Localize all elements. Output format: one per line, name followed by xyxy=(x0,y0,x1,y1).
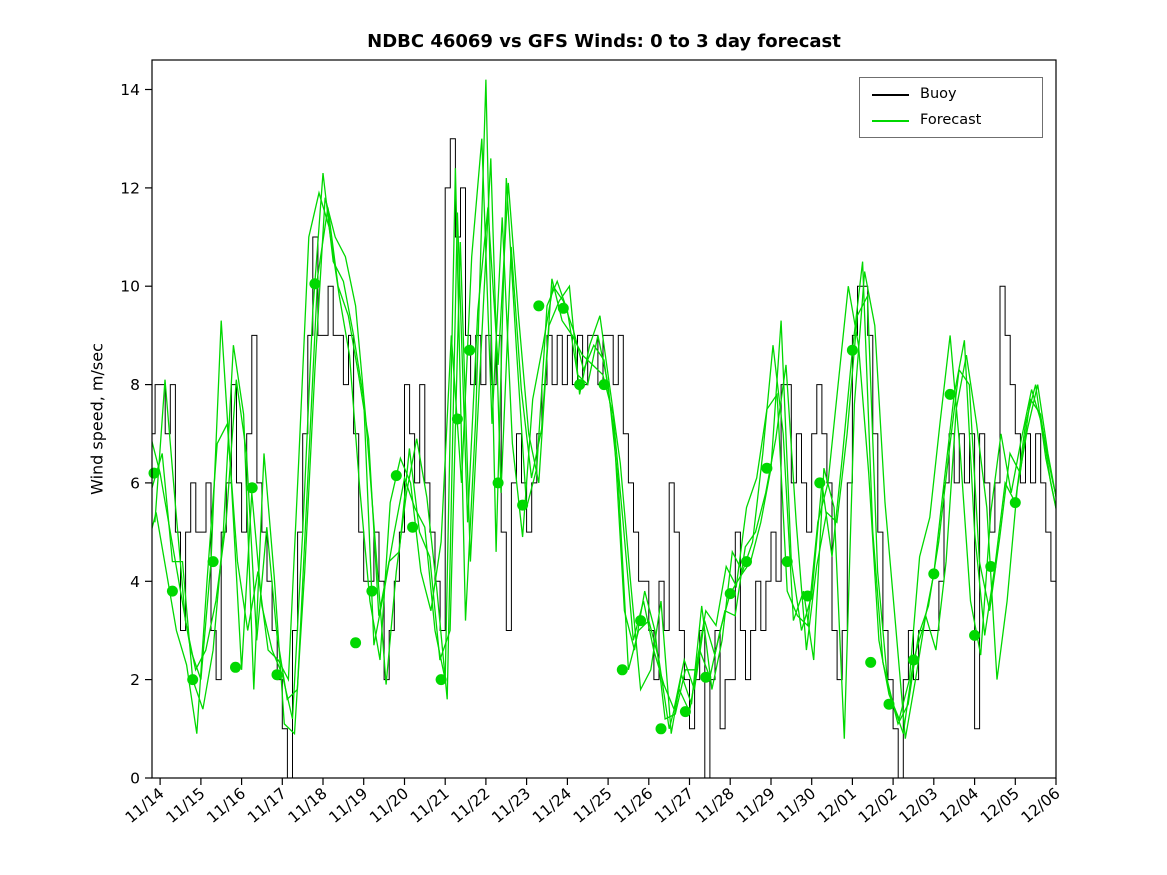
forecast-marker xyxy=(574,379,586,391)
x-tick-label: 12/02 xyxy=(855,784,901,827)
forecast-line xyxy=(152,79,1056,734)
forecast-marker xyxy=(802,590,814,602)
x-tick-label: 11/18 xyxy=(285,784,331,827)
forecast-marker xyxy=(230,661,241,673)
forecast-marker xyxy=(985,561,997,572)
forecast-marker xyxy=(533,300,545,312)
series-layer xyxy=(152,79,1056,778)
forecast-marker xyxy=(350,637,362,649)
x-tick-label: 11/17 xyxy=(244,784,290,827)
forecast-marker xyxy=(435,674,447,686)
forecast-marker xyxy=(207,556,219,568)
forecast-markers xyxy=(148,278,1021,735)
x-tick-label: 11/14 xyxy=(122,784,168,827)
x-tick-label: 11/16 xyxy=(203,784,249,827)
forecast-marker xyxy=(451,413,463,425)
forecast-marker xyxy=(700,671,712,683)
forecast-marker xyxy=(814,477,826,489)
forecast-marker xyxy=(655,723,667,735)
forecast-marker xyxy=(944,388,956,400)
x-tick-label: 11/28 xyxy=(692,784,738,827)
y-tick-label: 6 xyxy=(130,474,140,492)
x-tick-label: 11/19 xyxy=(325,784,371,827)
x-tick-label: 12/06 xyxy=(1018,784,1064,827)
forecast-marker xyxy=(969,629,981,641)
buoy-line xyxy=(152,138,1056,778)
x-tick-label: 11/15 xyxy=(163,784,209,827)
y-tick-label: 8 xyxy=(130,376,140,394)
x-tick-label: 11/23 xyxy=(488,784,534,827)
y-tick-label: 10 xyxy=(120,278,140,296)
legend-item-forecast: Forecast xyxy=(872,112,1030,129)
forecast-marker xyxy=(557,302,569,314)
legend-item-buoy: Buoy xyxy=(872,86,1030,103)
x-tick-label: 11/25 xyxy=(570,784,616,827)
x-tick-label: 11/22 xyxy=(448,784,494,827)
y-axis-label: Wind speed, m/sec xyxy=(87,343,107,495)
chart-title: NDBC 46069 vs GFS Winds: 0 to 3 day fore… xyxy=(367,31,841,52)
forecast-marker xyxy=(598,379,610,391)
y-tick-label: 12 xyxy=(120,179,140,197)
x-tick-label: 12/01 xyxy=(814,784,860,827)
forecast-marker xyxy=(1009,497,1021,509)
legend-label-forecast: Forecast xyxy=(920,112,982,128)
x-tick-label: 11/27 xyxy=(651,784,697,827)
x-tick-label: 11/30 xyxy=(773,784,819,827)
forecast-marker xyxy=(908,654,919,666)
forecast-marker xyxy=(724,588,736,600)
y-tick-label: 4 xyxy=(130,573,140,591)
forecast-marker xyxy=(616,664,628,676)
x-tick-label: 11/24 xyxy=(529,784,575,827)
y-tick-label: 2 xyxy=(130,671,140,689)
y-tick-label: 14 xyxy=(120,81,140,99)
legend-label-buoy: Buoy xyxy=(920,86,957,102)
forecast-marker xyxy=(166,585,178,597)
forecast-marker xyxy=(846,344,858,356)
forecast-marker xyxy=(883,698,895,710)
forecast-marker xyxy=(517,499,529,511)
forecast-line xyxy=(152,182,1056,739)
forecast-marker xyxy=(741,556,752,568)
forecast-marker xyxy=(148,467,160,479)
forecast-marker xyxy=(187,674,199,686)
buoy-line-sample xyxy=(872,93,909,96)
forecast-marker xyxy=(464,344,476,356)
forecast-line-sample xyxy=(872,119,909,122)
forecast-marker xyxy=(309,278,321,290)
forecast-marker xyxy=(366,585,378,597)
forecast-marker xyxy=(865,656,877,668)
forecast-marker xyxy=(492,477,504,489)
x-tick-label: 12/05 xyxy=(977,784,1023,827)
forecast-marker xyxy=(679,706,691,718)
legend-box: Buoy Forecast xyxy=(859,77,1043,138)
x-tick-label: 11/21 xyxy=(407,784,453,827)
x-tick-label: 12/03 xyxy=(896,784,942,827)
forecast-marker xyxy=(781,556,793,568)
forecast-line xyxy=(154,158,1056,726)
x-tick-label: 11/26 xyxy=(611,784,657,827)
forecast-marker xyxy=(246,482,258,494)
forecast-marker xyxy=(407,521,419,533)
forecast-marker xyxy=(635,615,647,627)
forecast-marker xyxy=(390,470,402,482)
x-tick-label: 12/04 xyxy=(936,784,982,827)
forecast-line xyxy=(152,138,1056,734)
x-tick-label: 11/29 xyxy=(733,784,779,827)
y-tick-label: 0 xyxy=(130,770,140,788)
forecast-marker xyxy=(271,669,283,681)
x-tick-label: 11/20 xyxy=(366,784,412,827)
forecast-marker xyxy=(761,462,773,474)
forecast-marker xyxy=(928,568,940,580)
plot-border xyxy=(151,59,1057,779)
